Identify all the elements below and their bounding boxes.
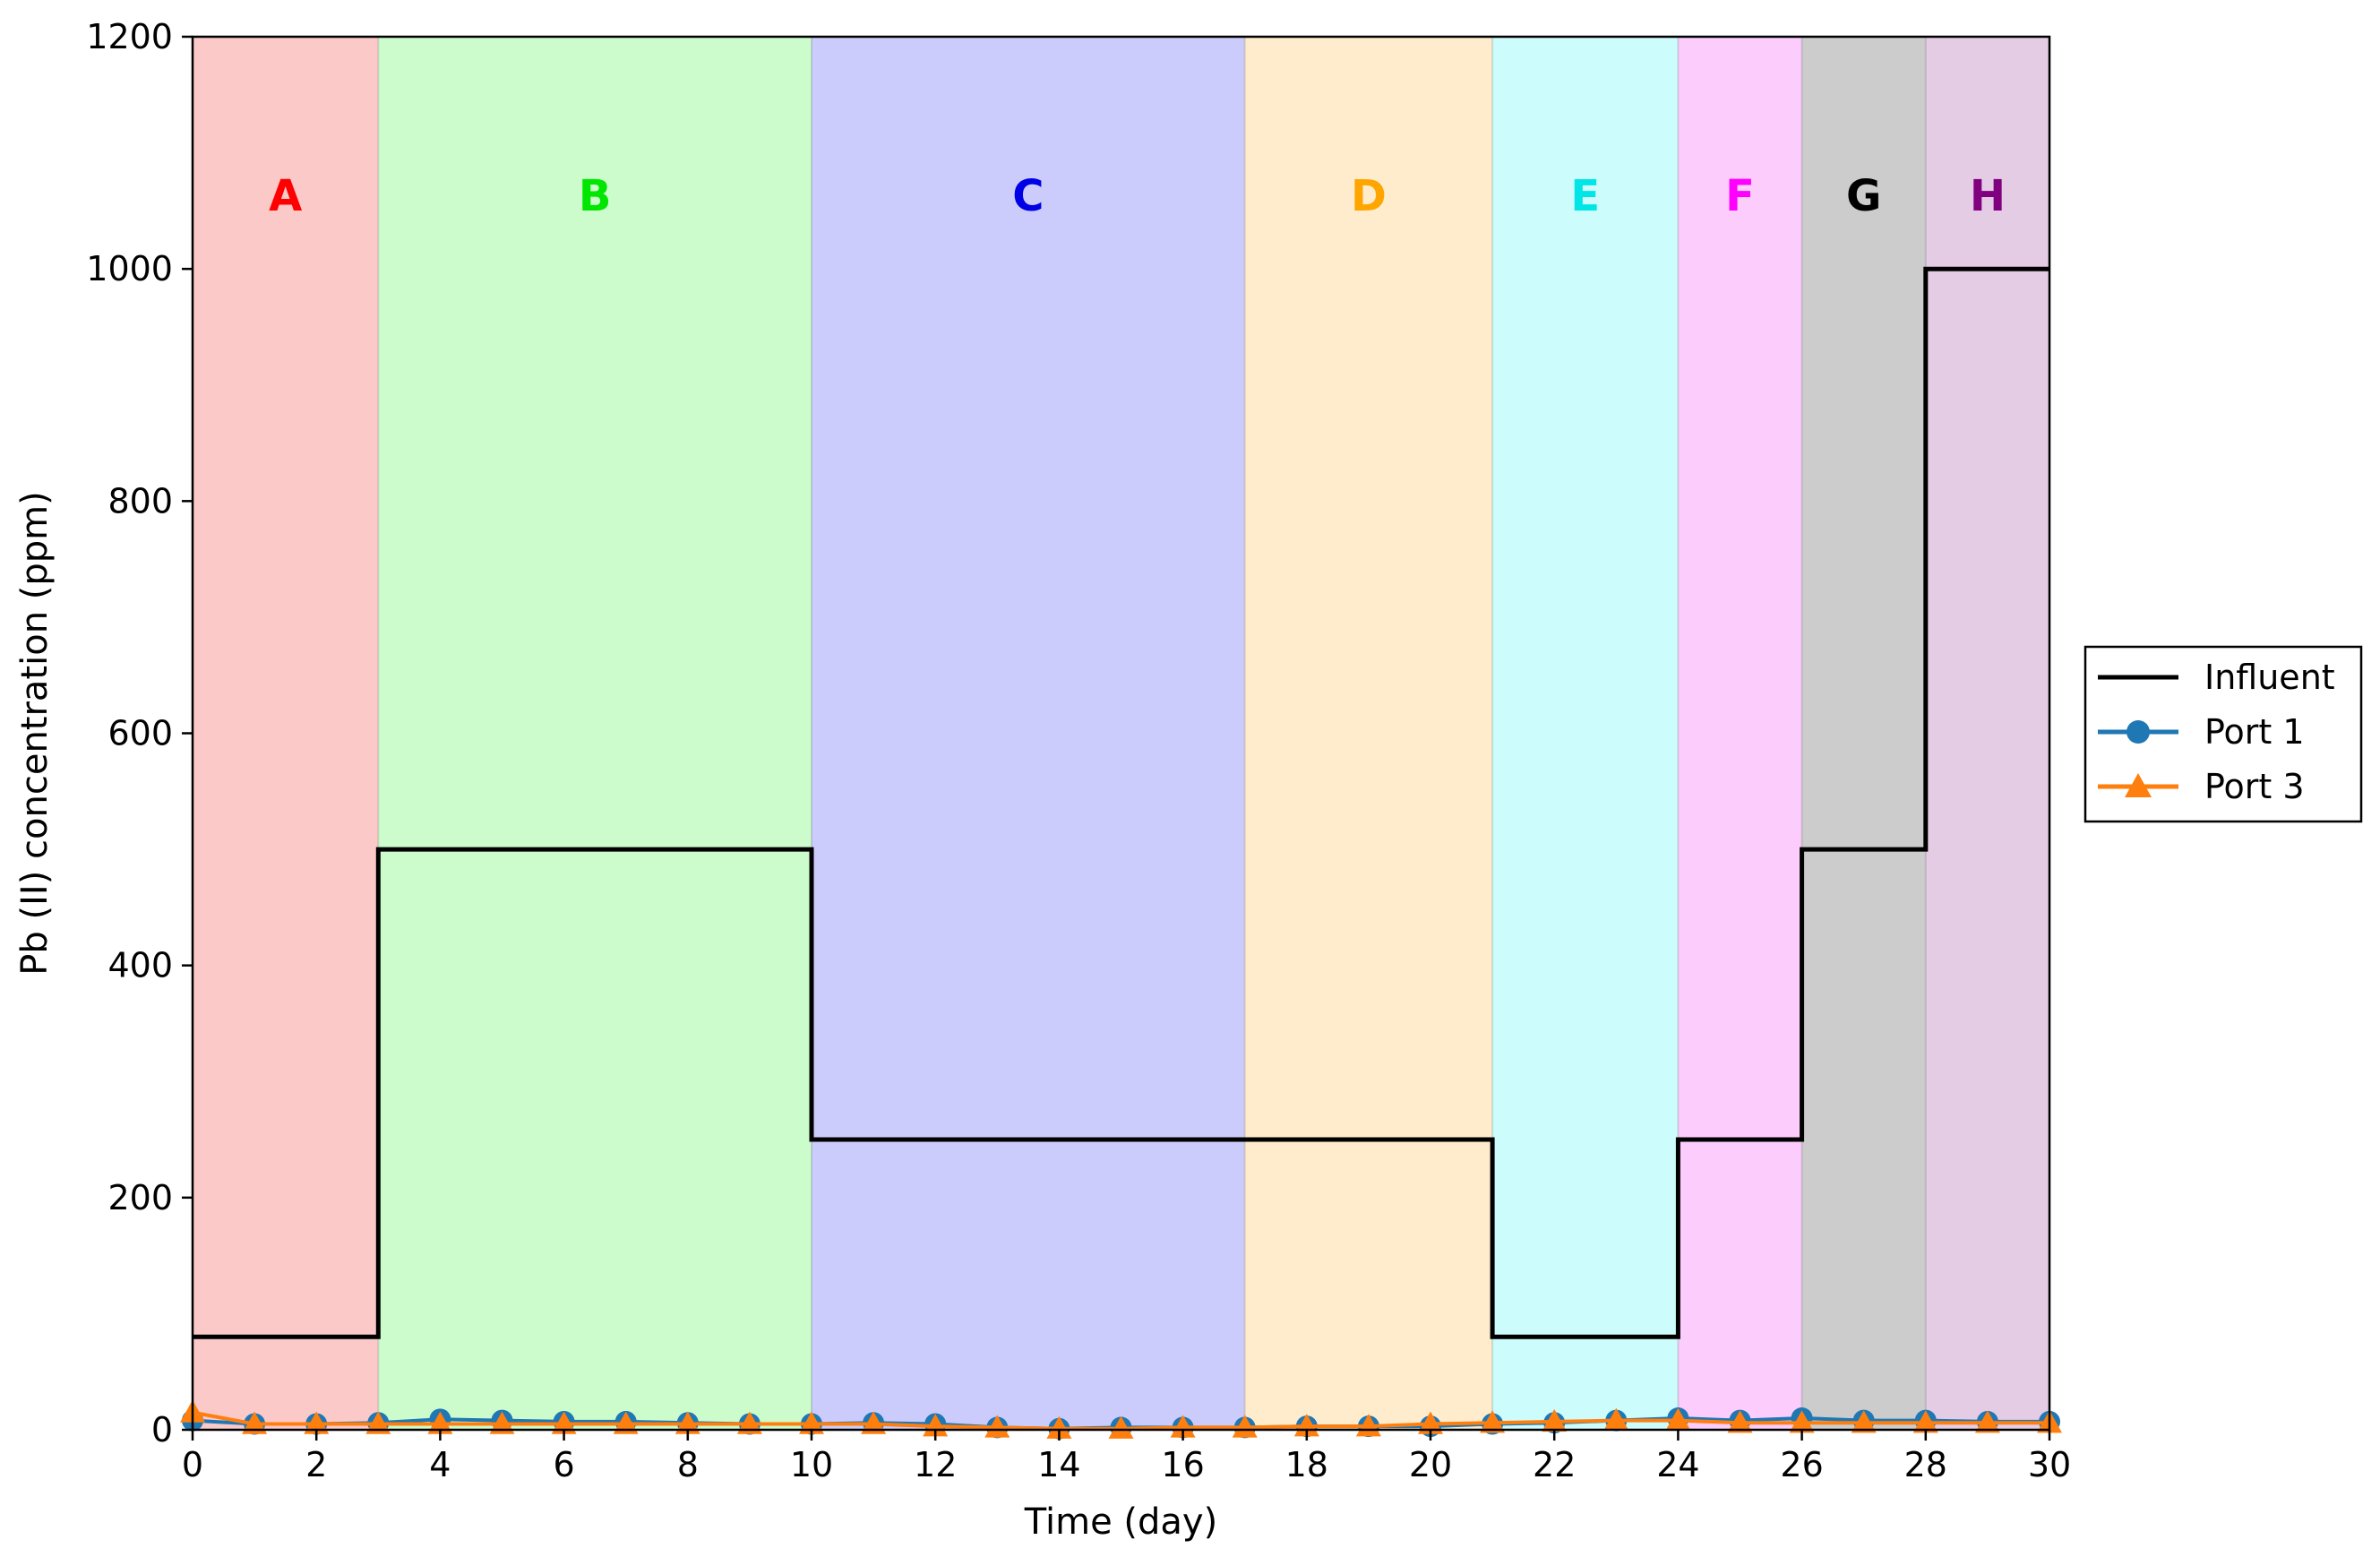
x-tick-label: 30	[2028, 1445, 2071, 1484]
data-point-port-3	[1480, 1410, 1506, 1433]
y-tick-label: 800	[107, 481, 173, 520]
legend: Influent Port 1 Port 3	[2084, 645, 2363, 823]
phase-region-h	[1925, 37, 2049, 1430]
x-tick-label: 22	[1533, 1445, 1576, 1484]
phase-label-a: A	[269, 171, 302, 221]
data-point-port-3	[304, 1411, 330, 1434]
x-tick-label: 16	[1161, 1445, 1204, 1484]
y-tick-label: 1000	[86, 249, 173, 288]
data-point-port-3	[984, 1415, 1010, 1438]
x-axis: 0 2 4 6 8 10 12 14 16 18 20 22 24 26 28 30	[182, 1430, 2071, 1484]
data-point-port-3	[427, 1411, 453, 1434]
x-tick-label: 18	[1285, 1445, 1328, 1484]
y-axis: 0 200 400 600 800 1000 1200	[86, 17, 193, 1449]
phase-label-g: G	[1846, 171, 1881, 221]
data-point-port-3	[1046, 1415, 1072, 1439]
data-point-port-3	[1912, 1410, 1938, 1433]
phase-region-g	[1801, 37, 1926, 1430]
phase-label-e: E	[1570, 171, 1600, 221]
data-point-port-3	[1542, 1408, 1568, 1432]
y-tick-label: 200	[107, 1178, 173, 1217]
x-axis-label: Time (day)	[1024, 1501, 1217, 1543]
phase-region-f	[1678, 37, 1802, 1430]
legend-label-port-1: Port 1	[2204, 712, 2305, 752]
data-point-port-3	[1603, 1407, 1629, 1431]
data-point-port-3	[242, 1411, 268, 1434]
legend-marker-port-1	[2127, 720, 2150, 744]
phase-label-b: B	[579, 171, 612, 221]
phase-label-h: H	[1970, 171, 2006, 221]
data-point-port-3	[1665, 1407, 1691, 1431]
y-tick-label: 1200	[86, 17, 173, 56]
data-point-port-3	[861, 1411, 887, 1434]
phase-label-f: F	[1725, 171, 1755, 221]
data-point-port-3	[736, 1411, 762, 1434]
legend-label-influent: Influent	[2204, 658, 2335, 697]
y-tick-label: 400	[107, 946, 173, 985]
data-point-port-3	[799, 1411, 824, 1434]
x-tick-label: 2	[305, 1445, 327, 1484]
data-point-port-3	[1974, 1410, 2000, 1433]
x-tick-label: 20	[1409, 1445, 1452, 1484]
x-tick-label: 24	[1656, 1445, 1699, 1484]
x-tick-label: 26	[1780, 1445, 1823, 1484]
phase-region-e	[1492, 37, 1679, 1430]
x-tick-label: 12	[914, 1445, 957, 1484]
x-tick-label: 8	[677, 1445, 699, 1484]
data-point-port-3	[1108, 1415, 1134, 1439]
legend-marker-port-3	[2125, 773, 2152, 797]
data-point-port-3	[613, 1411, 639, 1434]
x-tick-label: 14	[1037, 1445, 1080, 1484]
legend-label-port-3: Port 3	[2204, 767, 2305, 806]
phase-region-c	[812, 37, 1245, 1430]
phase-region-a	[193, 37, 379, 1430]
phase-label-c: C	[1012, 171, 1044, 221]
data-point-port-3	[365, 1411, 391, 1434]
phase-region-d	[1244, 37, 1493, 1430]
phase-region-b	[378, 37, 812, 1430]
data-point-port-3	[1418, 1411, 1443, 1434]
data-point-port-3	[1727, 1410, 1753, 1433]
phase-regions: A B C D E F G H	[193, 37, 2049, 1430]
y-axis-label: Pb (II) concentration (ppm)	[14, 491, 56, 975]
x-tick-label: 0	[182, 1445, 203, 1484]
x-tick-label: 28	[1904, 1445, 1947, 1484]
x-tick-label: 4	[429, 1445, 451, 1484]
data-point-port-3	[1232, 1415, 1258, 1438]
phase-label-d: D	[1351, 171, 1387, 221]
data-point-port-3	[674, 1411, 700, 1434]
y-tick-label: 600	[107, 714, 173, 753]
y-tick-label: 0	[151, 1410, 173, 1449]
data-point-port-3	[489, 1411, 515, 1434]
data-point-port-3	[1851, 1410, 1877, 1433]
series-line-influent	[193, 266, 2049, 1339]
data-point-port-3	[1789, 1410, 1815, 1433]
x-tick-label: 6	[554, 1445, 575, 1484]
data-point-port-3	[1170, 1415, 1196, 1438]
data-point-port-3	[551, 1411, 577, 1434]
x-tick-label: 10	[790, 1445, 833, 1484]
